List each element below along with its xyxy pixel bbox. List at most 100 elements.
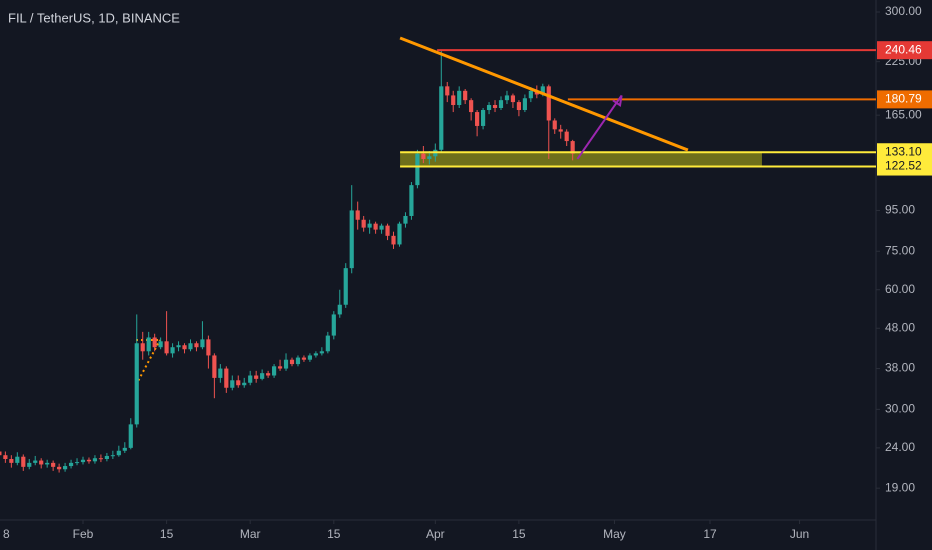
candle-body bbox=[254, 375, 259, 379]
price-label: 180.79 bbox=[885, 92, 922, 106]
x-tick-label: May bbox=[603, 527, 626, 541]
candle-body bbox=[266, 373, 271, 376]
candle-body bbox=[188, 343, 193, 350]
y-tick-label: 95.00 bbox=[885, 203, 915, 217]
y-tick-label: 165.00 bbox=[885, 107, 922, 121]
candle-body bbox=[57, 466, 62, 470]
candle-body bbox=[313, 353, 318, 356]
candle-body bbox=[504, 95, 510, 101]
candle-body bbox=[134, 343, 139, 425]
candle-body bbox=[110, 455, 115, 457]
candle-body bbox=[170, 347, 175, 354]
candle-body bbox=[80, 459, 86, 463]
trendline bbox=[399, 36, 689, 152]
candle-body bbox=[570, 141, 575, 154]
candle-body bbox=[68, 462, 74, 467]
candle-body bbox=[224, 368, 229, 388]
x-tick-label: 15 bbox=[327, 527, 341, 541]
candle-body bbox=[236, 380, 241, 386]
candle-body bbox=[33, 460, 38, 463]
candle-body bbox=[283, 359, 289, 369]
candle-body bbox=[230, 380, 235, 388]
candle-body bbox=[128, 424, 133, 448]
candle-body bbox=[182, 345, 187, 350]
price-zone bbox=[400, 152, 762, 167]
candle-body bbox=[319, 351, 324, 354]
candle-body bbox=[439, 86, 444, 150]
candle-body bbox=[194, 343, 199, 348]
candle-body bbox=[0, 451, 2, 456]
y-tick-label: 19.00 bbox=[885, 480, 915, 494]
x-tick-label: 8 bbox=[3, 527, 10, 541]
price-label: 122.52 bbox=[885, 159, 922, 173]
candle-body bbox=[116, 450, 121, 456]
y-tick-label: 300.00 bbox=[885, 4, 922, 18]
candle-body bbox=[104, 455, 109, 459]
x-tick-label: Mar bbox=[240, 527, 261, 541]
candle-body bbox=[45, 462, 50, 465]
candle-body bbox=[373, 223, 378, 230]
candle-body bbox=[158, 341, 163, 348]
candle-body bbox=[92, 458, 98, 462]
candle-body bbox=[218, 368, 223, 378]
candle-body bbox=[140, 343, 145, 352]
x-tick-label: Jun bbox=[790, 527, 809, 541]
candle-body bbox=[427, 156, 432, 159]
candle-body bbox=[3, 455, 8, 459]
candle-body bbox=[62, 466, 68, 470]
candle-body bbox=[325, 335, 330, 352]
y-tick-label: 24.00 bbox=[885, 440, 915, 454]
x-tick-label: Feb bbox=[73, 527, 94, 541]
candle-body bbox=[27, 462, 32, 467]
candle-body bbox=[51, 462, 56, 467]
candle-body bbox=[463, 90, 468, 101]
candle-body bbox=[349, 210, 354, 269]
y-tick-label: 38.00 bbox=[885, 361, 915, 375]
y-tick-label: 48.00 bbox=[885, 320, 915, 334]
candle-body bbox=[98, 458, 104, 460]
candle-body bbox=[564, 131, 569, 142]
candle-body bbox=[212, 355, 217, 378]
candle-body bbox=[379, 225, 384, 230]
candle-body bbox=[301, 357, 307, 360]
candle-body bbox=[260, 373, 265, 379]
candle-body bbox=[361, 219, 366, 228]
candle-body bbox=[480, 110, 486, 126]
price-label: 133.10 bbox=[885, 144, 922, 158]
price-label: 240.46 bbox=[885, 42, 922, 56]
x-tick-label: 17 bbox=[703, 527, 717, 541]
candle-body bbox=[546, 86, 551, 121]
candle-body bbox=[331, 314, 336, 336]
candle-body bbox=[385, 225, 390, 236]
candle-body bbox=[558, 129, 563, 132]
candle-body bbox=[492, 105, 498, 108]
candle-body bbox=[206, 339, 211, 356]
candle-body bbox=[152, 337, 157, 348]
candle-body bbox=[403, 215, 408, 224]
candle-body bbox=[445, 86, 450, 96]
y-tick-label: 75.00 bbox=[885, 243, 915, 257]
y-tick-label: 60.00 bbox=[885, 282, 915, 296]
x-tick-label: 15 bbox=[160, 527, 174, 541]
candle-body bbox=[552, 120, 557, 130]
arrow-line bbox=[576, 94, 623, 160]
candle-body bbox=[277, 366, 283, 369]
candle-body bbox=[409, 185, 414, 216]
candle-body bbox=[451, 95, 456, 106]
candle-body bbox=[9, 458, 14, 463]
candle-body bbox=[295, 357, 301, 365]
y-tick-label: 30.00 bbox=[885, 402, 915, 416]
candle-body bbox=[415, 153, 420, 186]
candle-body bbox=[146, 337, 151, 352]
candle-body bbox=[540, 86, 545, 95]
candle-body bbox=[355, 210, 360, 220]
candle-body bbox=[367, 223, 372, 228]
x-tick-label: Apr bbox=[426, 527, 445, 541]
candle-body bbox=[421, 153, 426, 159]
candle-body bbox=[457, 90, 462, 106]
candle-body bbox=[486, 105, 492, 111]
candle-body bbox=[200, 339, 205, 348]
candle-body bbox=[289, 359, 295, 365]
